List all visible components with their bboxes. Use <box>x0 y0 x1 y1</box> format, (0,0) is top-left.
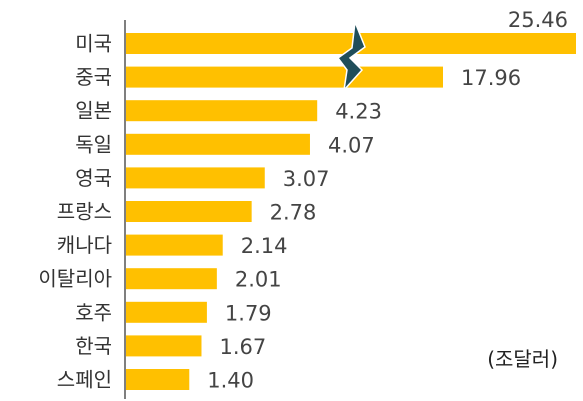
category-label: 독일 <box>75 132 112 156</box>
axis-break-zigzag <box>336 21 366 93</box>
bar-3 <box>126 100 318 122</box>
category-label: 프랑스 <box>57 200 112 224</box>
category-label: 스페인 <box>57 368 112 392</box>
category-label: 호주 <box>75 300 112 324</box>
value-label: 2.78 <box>270 201 317 225</box>
value-label: 25.46 <box>508 8 568 32</box>
value-label: 2.14 <box>241 234 288 258</box>
bar-1 <box>126 33 576 54</box>
bar-4 <box>126 133 310 155</box>
value-label: 4.07 <box>328 133 375 157</box>
unit-label: (조달러) <box>487 347 558 371</box>
value-label: 17.96 <box>461 66 521 90</box>
value-label: 3.07 <box>283 167 330 191</box>
value-label: 4.23 <box>335 100 382 124</box>
value-labels-group: 25.46 17.96 4.23 4.07 3.07 2.78 2.14 2.01 1.79 1.… <box>207 8 568 393</box>
value-label: 2.01 <box>235 268 282 292</box>
bar-9 <box>126 301 207 323</box>
category-label: 캐나다 <box>57 233 112 257</box>
bar-11 <box>126 369 190 390</box>
bar-7 <box>126 234 223 256</box>
category-label: 영국 <box>75 166 112 190</box>
category-label: 이탈리아 <box>38 267 112 291</box>
bars-group <box>126 33 576 390</box>
category-label: 한국 <box>75 334 112 358</box>
value-label: 1.40 <box>207 369 254 393</box>
value-label: 1.67 <box>219 335 266 359</box>
bar-8 <box>126 268 217 290</box>
value-label: 1.79 <box>225 301 272 325</box>
category-label: 일본 <box>75 99 112 123</box>
bar-2 <box>126 66 443 88</box>
category-label: 미국 <box>75 32 112 56</box>
category-label: 중국 <box>75 65 112 89</box>
bar-10 <box>126 335 202 357</box>
axis-break-mark <box>336 21 366 93</box>
bar-5 <box>126 167 265 189</box>
bar-6 <box>126 201 252 222</box>
